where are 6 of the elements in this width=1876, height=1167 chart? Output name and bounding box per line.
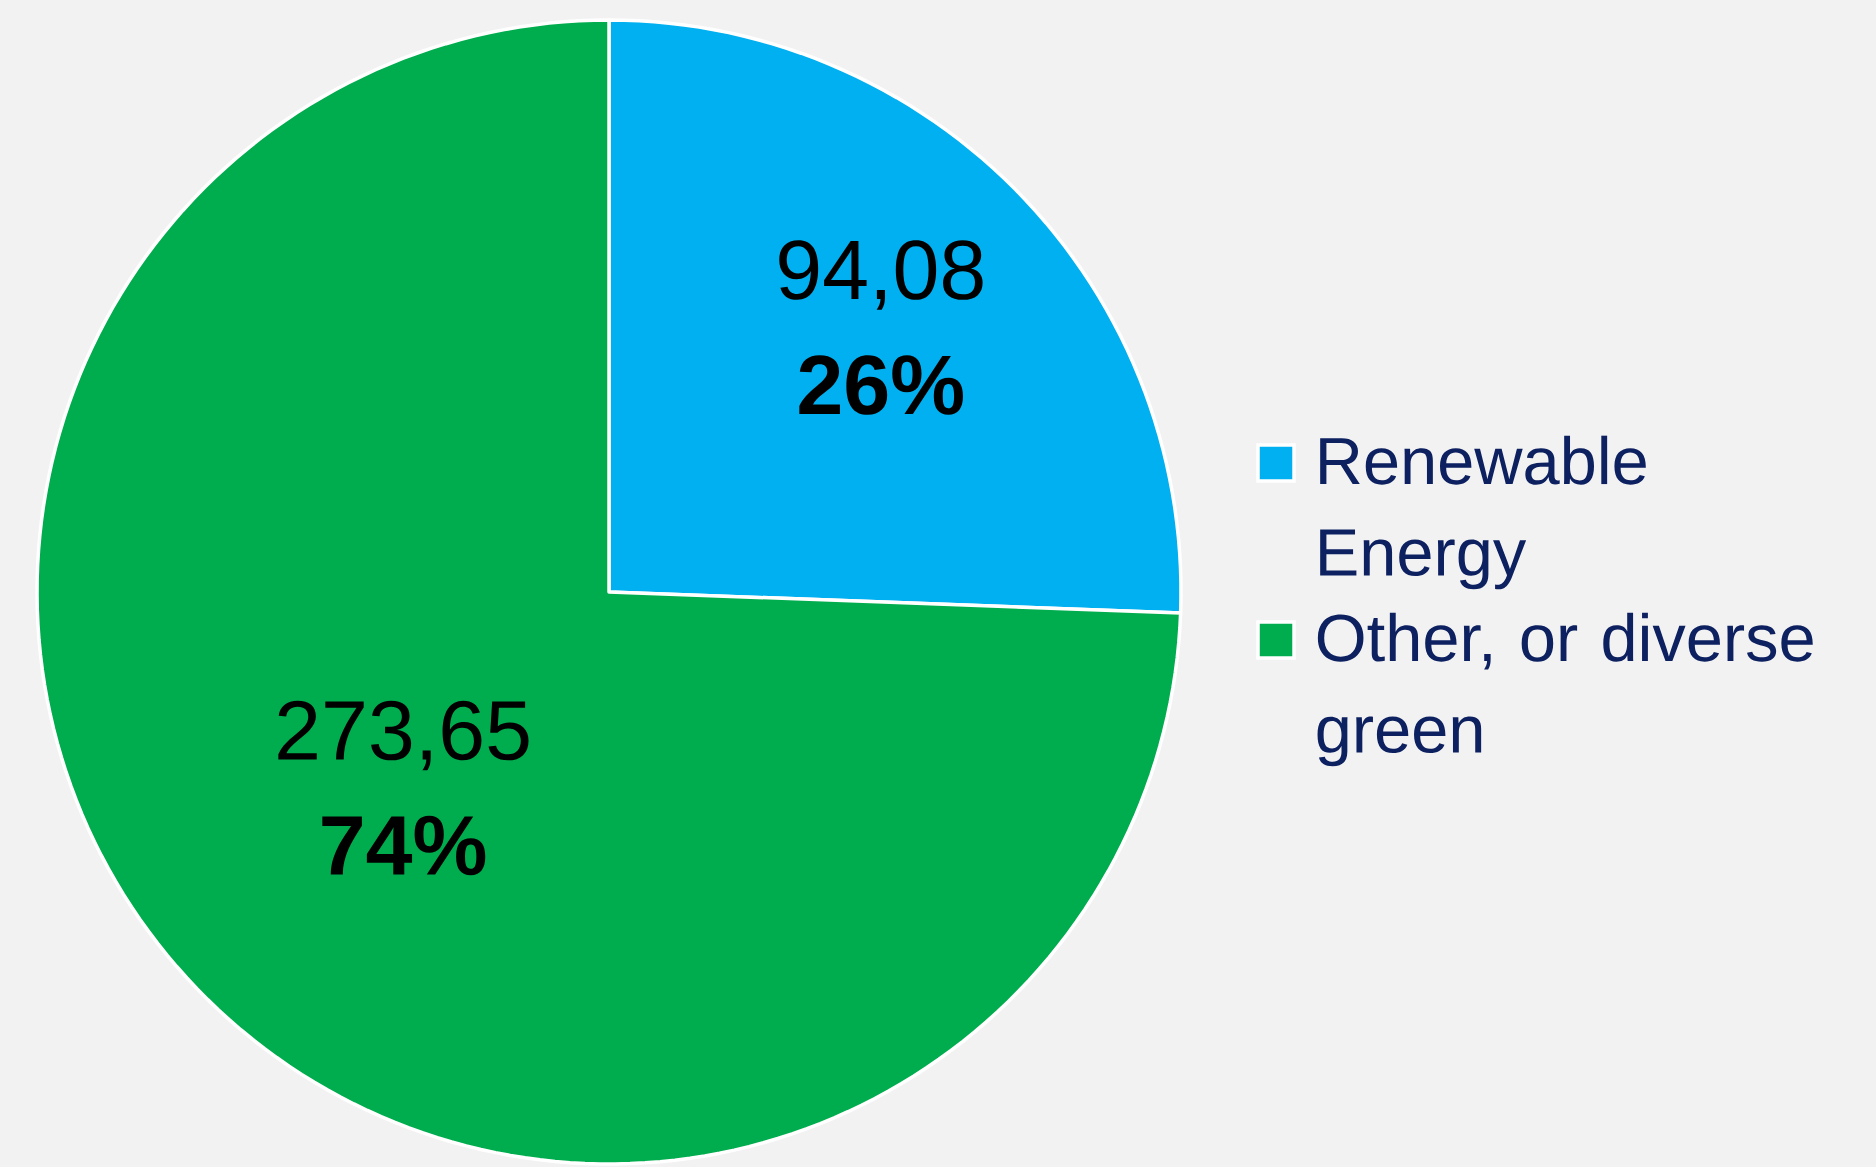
text: 74% — [322, 815, 486, 876]
data-label: 94,08 — [779, 240, 983, 310]
text: 26% — [799, 355, 963, 415]
data-label: 273,65 — [278, 700, 529, 771]
legend-label: Renewable Energy — [1320, 435, 1646, 590]
legend-label: Other, or diverse green — [1317, 612, 1813, 767]
